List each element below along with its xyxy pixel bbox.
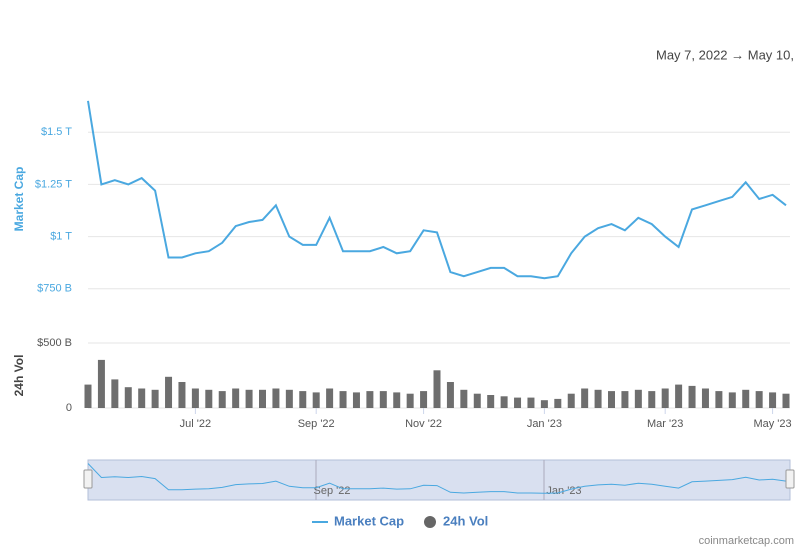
volume-bar [782, 393, 790, 408]
volume-bar [205, 389, 213, 408]
navigator-handle[interactable] [83, 469, 93, 489]
volume-bar [514, 397, 522, 408]
volume-bar [715, 391, 723, 408]
x-tick-label: Sep '22 [298, 418, 335, 430]
volume-bar [742, 389, 750, 408]
footer-credit: coinmarketcap.com [699, 535, 794, 547]
volume-bar [191, 388, 199, 408]
y-tick-label: 0 [66, 402, 72, 414]
volume-bar [151, 389, 159, 408]
navigator-handle[interactable] [785, 469, 795, 489]
volume-bar [97, 359, 105, 408]
y-tick-label: $1.25 T [35, 178, 72, 190]
x-tick-label: Mar '23 [647, 418, 683, 430]
volume-bar [473, 393, 481, 408]
x-tick-label: Jan '23 [527, 418, 562, 430]
y-tick-label: $1.5 T [41, 126, 72, 138]
volume-bar [433, 370, 441, 408]
volume-bar [675, 384, 683, 408]
legend-label[interactable]: Market Cap [334, 513, 404, 528]
volume-bar [540, 400, 548, 408]
volume-bar [406, 393, 414, 408]
volume-bar [420, 391, 428, 408]
volume-bar [755, 391, 763, 408]
volume-bar [232, 388, 240, 408]
volume-bar [84, 384, 92, 408]
legend-icon [424, 516, 436, 528]
volume-bar [218, 391, 226, 408]
volume-bar [446, 382, 454, 408]
volume-bar [769, 392, 777, 408]
navigator-window[interactable] [87, 459, 791, 501]
volume-bar [688, 385, 696, 408]
y-axis-title: Market Cap [12, 167, 26, 232]
y-axis-title: 24h Vol [12, 355, 26, 397]
volume-bar [581, 388, 589, 408]
y-tick-label: $1 T [50, 230, 72, 242]
volume-bar [259, 389, 266, 408]
volume-bar [634, 389, 642, 408]
volume-bar [245, 389, 253, 408]
x-tick-label: Nov '22 [405, 418, 442, 430]
volume-bar [299, 391, 307, 408]
volume-bar [178, 382, 186, 408]
volume-bar [138, 388, 146, 408]
volume-bar [728, 392, 736, 408]
navigator-line [87, 463, 787, 494]
volume-bar [621, 391, 629, 408]
volume-bar [460, 389, 468, 408]
volume-bar [393, 392, 401, 408]
volume-bar [701, 388, 709, 408]
y-tick-label: $750 B [37, 283, 72, 295]
legend-label[interactable]: 24h Vol [443, 513, 488, 528]
volume-bar [285, 389, 293, 408]
volume-bar [487, 395, 495, 408]
volume-bar [661, 388, 669, 408]
volume-bar [500, 396, 508, 408]
volume-bar [312, 392, 320, 408]
volume-bar [272, 388, 280, 408]
x-tick-label: May '23 [753, 418, 791, 430]
volume-bar [165, 376, 173, 408]
volume-bar [527, 397, 535, 408]
volume-bar [608, 391, 615, 408]
volume-bar [648, 391, 656, 408]
volume-bar [554, 398, 562, 408]
date-range[interactable]: May 7, 2022 → May 10, [656, 47, 794, 62]
volume-bar [352, 392, 360, 408]
volume-bar [567, 393, 575, 408]
x-tick-label: Jul '22 [180, 418, 211, 430]
y-tick-label: $500 B [37, 337, 72, 349]
volume-bar [379, 391, 387, 408]
volume-bar [594, 389, 602, 408]
volume-bar [111, 379, 119, 408]
volume-bar [366, 391, 374, 408]
volume-bar [326, 388, 334, 408]
market-cap-line [87, 100, 787, 280]
volume-bar [339, 391, 347, 408]
volume-bar [124, 387, 132, 408]
